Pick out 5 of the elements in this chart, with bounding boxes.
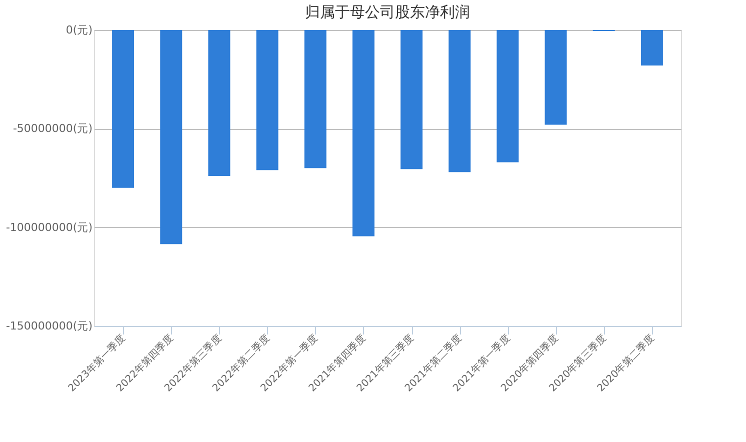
y-tick-label: 0(元): [66, 24, 92, 36]
y-tick-label: -150000000(元): [6, 320, 92, 332]
y-tick-label: -100000000(元): [6, 220, 92, 234]
chart-title: 归属于母公司股东净利润: [305, 3, 470, 21]
y-tick-label: -50000000(元): [12, 122, 92, 136]
